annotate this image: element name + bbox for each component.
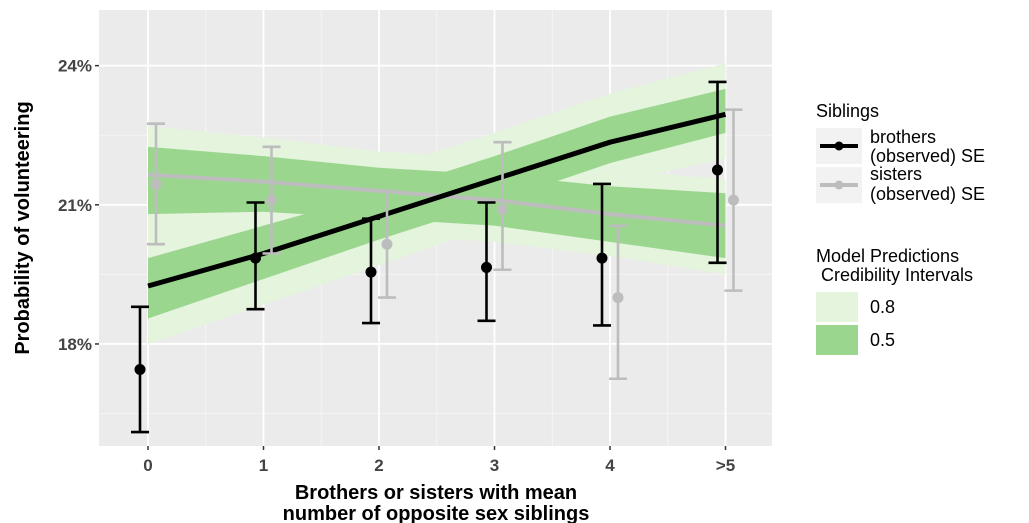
- observed-point-sisters: [150, 178, 162, 190]
- x-tick-label: 2: [374, 456, 383, 475]
- observed-point-brothers: [365, 266, 377, 278]
- observed-point-brothers: [481, 261, 492, 273]
- observed-point-brothers: [596, 252, 608, 264]
- observed-point-sisters: [381, 238, 393, 250]
- legend-brothers-label-line1: brothers: [870, 127, 936, 147]
- x-axis-title-line1: Brothers or sisters with mean: [295, 482, 577, 504]
- legend-swatch-ci80: [816, 292, 858, 322]
- legend-sisters-label-line2: (observed) SE: [870, 184, 985, 204]
- legend-brothers-point: [834, 141, 844, 151]
- observed-errorbars: [131, 80, 743, 434]
- legend-brothers-label-line2: (observed) SE: [870, 146, 985, 166]
- observed-point-brothers: [134, 363, 146, 375]
- observed-point-sisters: [612, 292, 624, 304]
- errorbar-sisters: [609, 224, 627, 381]
- legend-ci80-label: 0.8: [870, 297, 895, 317]
- legend-sisters-point: [834, 180, 844, 190]
- x-axis-title-line2: number of opposite sex siblings: [283, 503, 590, 523]
- errorbar-sisters: [378, 189, 396, 299]
- errorbar-sisters: [724, 108, 743, 292]
- errorbar-brothers: [362, 217, 380, 325]
- band-50-sisters: [148, 146, 726, 259]
- errorbar-sisters: [262, 145, 281, 255]
- y-axis-ticks: 18% 21% 24%: [58, 57, 99, 354]
- prediction-line-brothers: [147, 111, 727, 289]
- observed-point-sisters: [497, 203, 508, 215]
- x-tick-label: 4: [605, 456, 615, 475]
- errorbar-sisters: [493, 140, 512, 272]
- legend-swatch-ci50: [816, 325, 858, 355]
- observed-point-brothers: [712, 164, 723, 176]
- y-tick-label: 24%: [58, 57, 92, 76]
- legend-intervals-title-line2: Credibility Intervals: [816, 265, 973, 285]
- x-tick-label: >5: [716, 456, 735, 475]
- errorbar-brothers: [477, 201, 496, 323]
- x-tick-label: 1: [259, 456, 268, 475]
- errorbar-sisters: [147, 122, 165, 246]
- errorbar-brothers: [246, 201, 265, 311]
- errorbar-brothers: [708, 80, 727, 265]
- x-tick-label: 0: [143, 456, 152, 475]
- x-tick-label: 3: [490, 456, 499, 475]
- observed-point-sisters: [728, 194, 739, 206]
- observed-point-sisters: [266, 194, 277, 206]
- y-tick-label: 21%: [58, 196, 92, 215]
- y-tick-label: 18%: [58, 335, 92, 354]
- observed-point-brothers: [250, 252, 261, 264]
- errorbar-brothers: [131, 305, 149, 434]
- legend-sisters-label-line1: sisters: [870, 164, 922, 184]
- errorbar-brothers: [593, 182, 611, 327]
- y-axis-title: Probability of volunteering: [12, 101, 34, 354]
- prediction-lines: [147, 111, 727, 289]
- legend-intervals-title-line1: Model Predictions: [816, 246, 959, 266]
- legend: Siblings brothers (observed) SE sisters …: [816, 101, 985, 355]
- legend-ci50-label: 0.5: [870, 330, 895, 350]
- legend-siblings-title: Siblings: [816, 101, 879, 121]
- x-axis-ticks: 0 1 2 3 4 >5: [143, 446, 735, 475]
